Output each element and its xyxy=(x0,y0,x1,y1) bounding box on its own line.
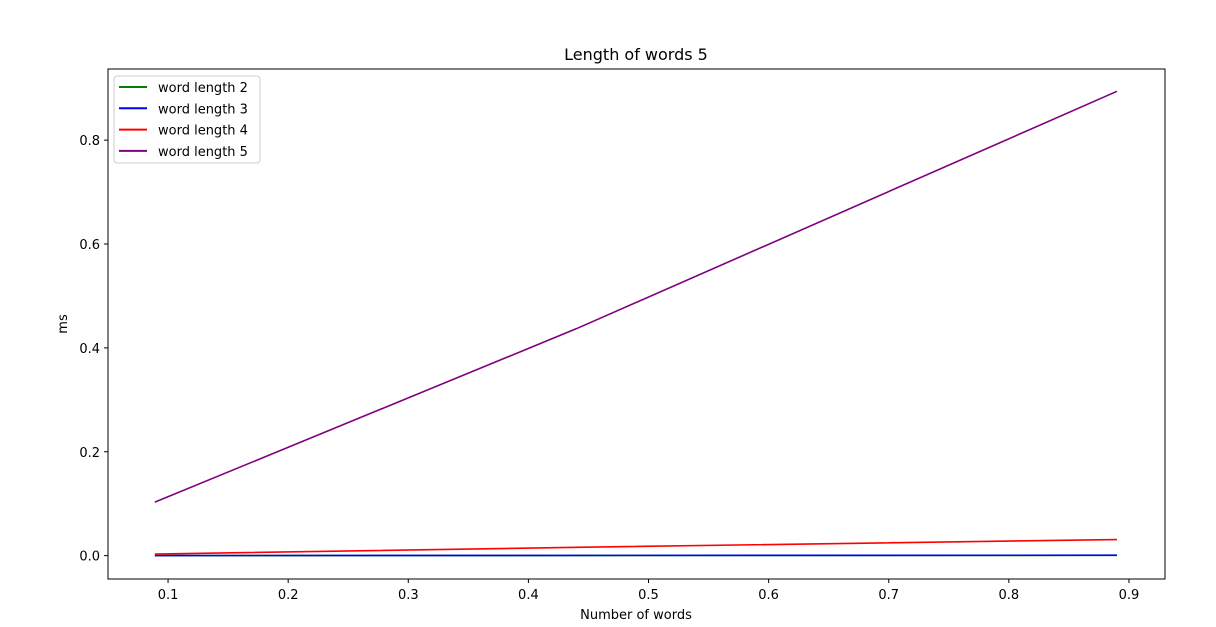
legend-label: word length 5 xyxy=(158,145,248,160)
x-tick-label: 0.2 xyxy=(278,588,299,603)
legend: word length 2 word length 3 word length 4 w… xyxy=(113,75,261,164)
series-lines xyxy=(154,90,1118,557)
x-axis-ticks: 0.1 0.2 0.3 0.4 0.5 0.6 0.7 0.8 0.9 xyxy=(158,579,1140,603)
y-tick-label: 0.4 xyxy=(79,342,100,357)
legend-box xyxy=(113,75,261,164)
y-tick-label: 0.2 xyxy=(79,446,100,461)
chart-title: Length of words 5 xyxy=(564,45,708,64)
x-tick-label: 0.5 xyxy=(638,588,659,603)
y-tick-label: 0.8 xyxy=(79,134,100,149)
x-tick-label: 0.6 xyxy=(758,588,779,603)
x-tick-label: 0.8 xyxy=(999,588,1020,603)
y-tick-label: 0.0 xyxy=(79,550,100,565)
legend-label: word length 2 xyxy=(158,81,248,96)
y-axis-ticks: 0.0 0.2 0.4 0.6 0.8 xyxy=(79,134,108,565)
legend-label: word length 3 xyxy=(158,102,248,117)
y-axis-label: ms xyxy=(56,314,71,334)
x-tick-label: 0.3 xyxy=(398,588,419,603)
plot-frame xyxy=(107,68,1166,580)
x-tick-label: 0.7 xyxy=(878,588,899,603)
x-tick-label: 0.1 xyxy=(158,588,179,603)
series-line-4 xyxy=(154,90,1118,503)
x-axis-label: Number of words xyxy=(580,608,692,623)
y-tick-label: 0.6 xyxy=(79,238,100,253)
series-line-3 xyxy=(154,538,1117,555)
legend-label: word length 4 xyxy=(158,124,248,139)
x-tick-label: 0.9 xyxy=(1119,588,1140,603)
x-tick-label: 0.4 xyxy=(518,588,539,603)
